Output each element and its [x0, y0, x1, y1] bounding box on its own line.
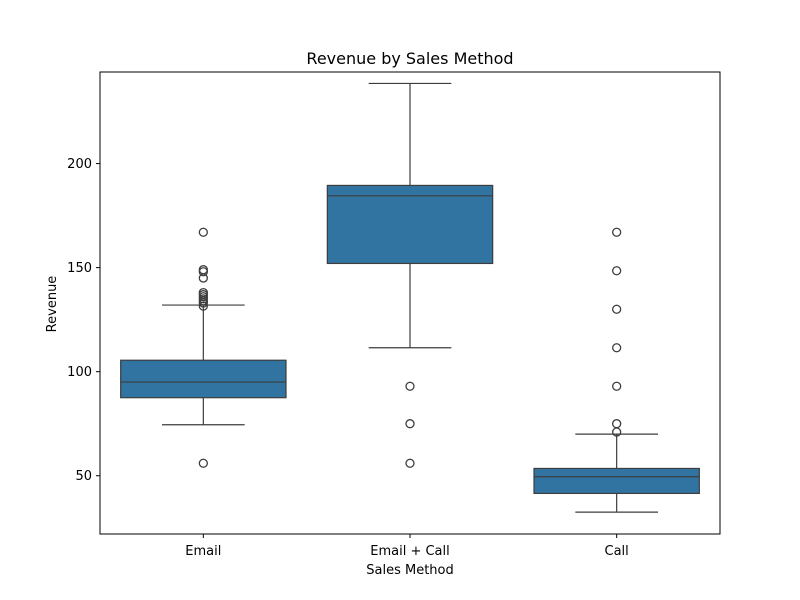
outlier-call [612, 343, 622, 353]
x-axis-label: Sales Method [366, 563, 454, 578]
outlier-email [198, 458, 208, 468]
chart-title: Revenue by Sales Method [306, 49, 513, 68]
y-tick-label: 200 [67, 157, 92, 172]
outlier-call [612, 227, 622, 237]
outlier-email [198, 227, 208, 237]
outlier-email-call [405, 458, 415, 468]
plot-area: 50 100 150 200 Email Email + Call Call [67, 71, 721, 559]
outlier-call [612, 304, 622, 314]
outlier-email [198, 287, 208, 298]
y-tick-label: 100 [67, 365, 92, 380]
outlier-email-call [405, 381, 415, 391]
y-axis-label: Revenue [45, 276, 60, 333]
box-email [120, 359, 287, 399]
y-tick-label: 150 [67, 261, 92, 276]
box-call [533, 467, 700, 495]
outlier-call [612, 419, 622, 429]
outlier-email-call [405, 419, 415, 429]
outlier-call [612, 381, 622, 391]
outlier-email [198, 301, 208, 311]
x-tick-label: Email + Call [370, 544, 450, 559]
x-tick-label: Email [185, 544, 221, 559]
x-tick-label: Call [605, 544, 629, 559]
y-tick-label: 50 [75, 469, 92, 484]
outlier-email [198, 265, 208, 275]
outlier-call [612, 266, 622, 276]
box-email-call [326, 184, 494, 265]
